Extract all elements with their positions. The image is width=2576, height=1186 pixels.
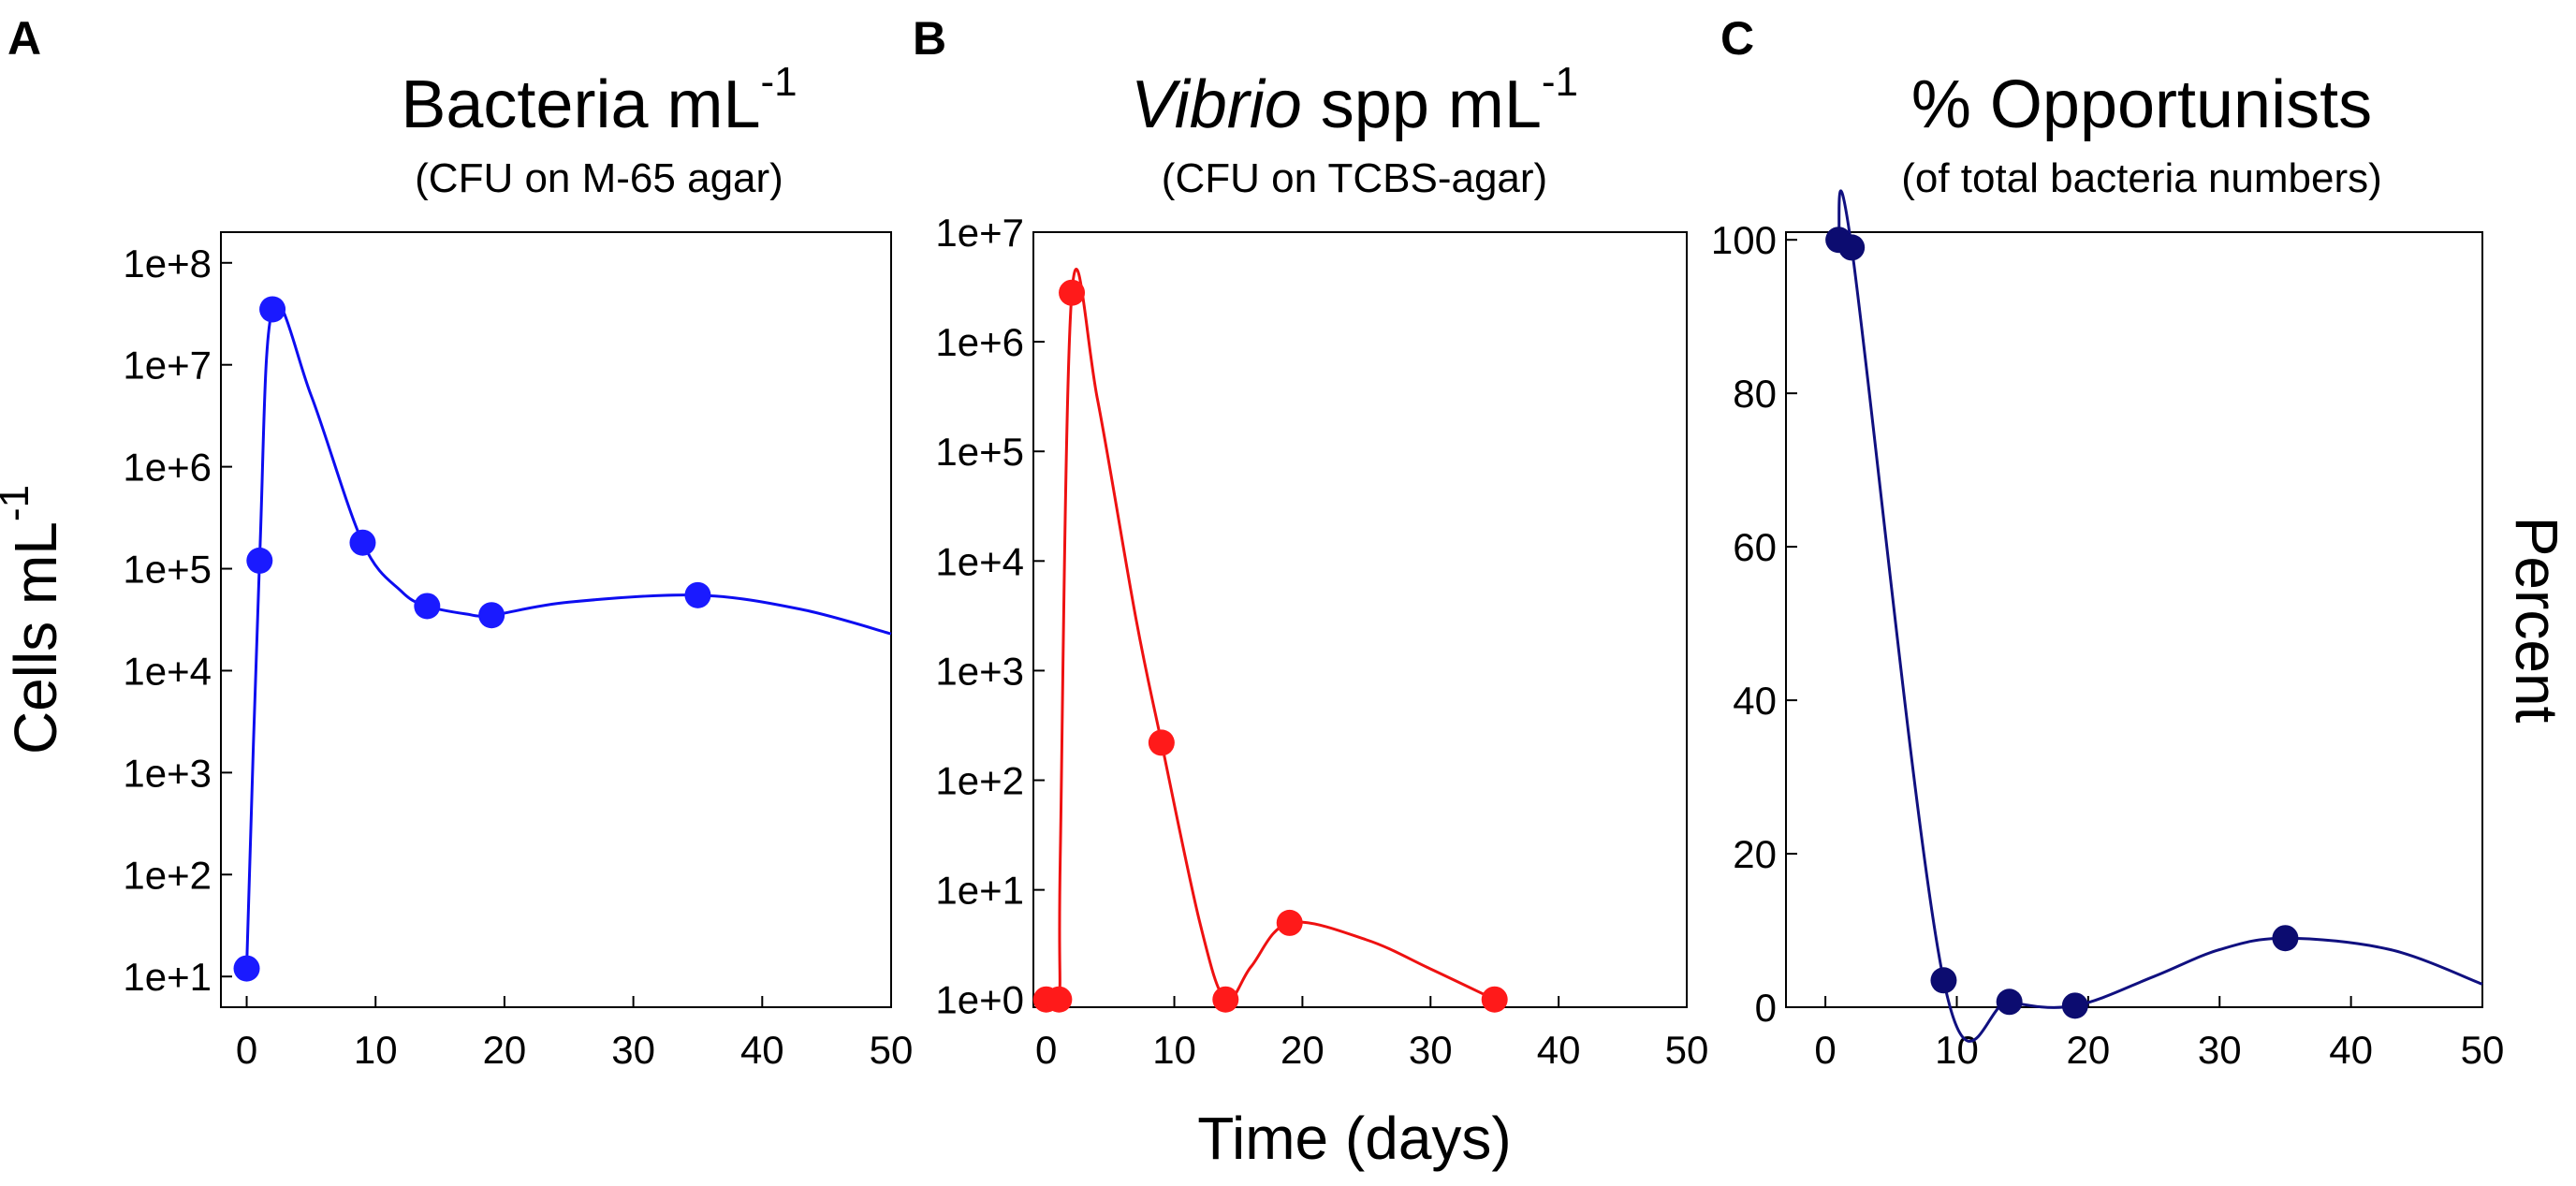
panel-a-ylabel: Cells mL-1: [0, 485, 69, 754]
panel-b-data-point: [1481, 986, 1508, 1013]
panel-b-title: Vibrio spp mL-1: [1131, 59, 1578, 142]
panel-b-xtick-label: 0: [1035, 1028, 1057, 1072]
panel-c-data-point: [2061, 992, 2088, 1019]
panel-a-xtick-label: 0: [236, 1028, 257, 1072]
panel-b-ytick-label: 1e+7: [935, 211, 1024, 255]
panel-b-data-point: [1276, 909, 1303, 936]
panel-a-data-point: [246, 547, 273, 574]
panel-a-data-point: [349, 529, 376, 556]
panel-b-data-point: [1059, 279, 1086, 306]
panel-b-ytick-label: 1e+5: [935, 430, 1024, 474]
panel-a-title: Bacteria mL-1: [401, 59, 797, 142]
panel-c-data-point: [1838, 234, 1866, 261]
panel-b-y-axis: 1e+0 1e+1 1e+2 1e+3 1e+4 1e+5 1e+6 1e+7: [935, 211, 1045, 1022]
panel-c-series: [1825, 189, 2483, 1043]
panel-c-data-point: [2272, 925, 2299, 952]
panel-a-series-line: [245, 301, 892, 969]
panel-a-data-point: [684, 581, 711, 608]
panel-b-subtitle: (CFU on TCBS-agar): [1162, 155, 1547, 201]
panel-b-data-point: [1046, 986, 1073, 1013]
panel-a-series: [233, 296, 892, 982]
panel-b-ytick-label: 1e+4: [935, 539, 1024, 583]
panel-a-data-point: [233, 955, 260, 982]
panel-b-xtick-label: 40: [1537, 1028, 1581, 1072]
panel-a-ytick-label: 1e+5: [123, 548, 212, 592]
panel-b-data-point: [1212, 986, 1239, 1013]
panel-c-x-axis: 0 10 20 30 40 50: [1814, 996, 2504, 1072]
panel-b-ytick-label: 1e+6: [935, 320, 1024, 364]
panel-a-x-axis: 0 10 20 30 40 50: [236, 996, 914, 1072]
panel-b-ytick-label: 1e+3: [935, 649, 1024, 693]
panel-c-xtick-label: 30: [2198, 1028, 2242, 1072]
panel-c-ytick-label: 100: [1711, 218, 1777, 262]
panel-c-xtick-label: 20: [2067, 1028, 2111, 1072]
panel-a-plot-frame: [220, 231, 892, 1008]
panel-c-data-point: [1996, 988, 2023, 1016]
panel-c-title: % Opportunists: [1911, 67, 2372, 142]
panel-c-xtick-label: 0: [1814, 1028, 1836, 1072]
shared-x-axis-label: Time (days): [1197, 1105, 1511, 1172]
panel-b-xtick-label: 50: [1665, 1028, 1709, 1072]
panel-c-letter: C: [1720, 12, 1754, 65]
panel-a-ytick-label: 1e+1: [123, 955, 212, 999]
panel-c-ytick-label: 40: [1733, 679, 1777, 723]
panel-b-series-line: [1045, 268, 1496, 1012]
panel-a-title-text: Bacteria mL: [401, 67, 760, 142]
panel-a-ylabel-text: Cells mL: [2, 521, 69, 754]
panel-c: C % Opportunists (of total bacteria numb…: [1711, 12, 2570, 1072]
panel-a-letter: A: [7, 12, 41, 65]
panel-a-title-superscript: -1: [761, 59, 798, 105]
panel-b-title-superscript: -1: [1542, 59, 1578, 105]
panel-a: A Bacteria mL-1 (CFU on M-65 agar) Cells…: [0, 12, 913, 1072]
panel-b-xtick-label: 20: [1281, 1028, 1325, 1072]
panel-c-xtick-label: 50: [2461, 1028, 2505, 1072]
panel-a-xtick-label: 10: [354, 1028, 398, 1072]
panel-b-xtick-label: 30: [1409, 1028, 1453, 1072]
panel-b: B Vibrio spp mL-1 (CFU on TCBS-agar) 1e+…: [913, 12, 1708, 1072]
panel-b-letter: B: [913, 12, 946, 65]
panel-b-title-italic: Vibrio: [1131, 67, 1302, 142]
panel-a-xtick-label: 40: [740, 1028, 784, 1072]
panel-b-ytick-label: 1e+2: [935, 759, 1024, 803]
panel-a-y-axis: 1e+1 1e+2 1e+3 1e+4 1e+5 1e+6 1e+7 1e+8: [123, 242, 232, 999]
panel-c-ytick-label: 0: [1755, 986, 1777, 1030]
panel-a-ytick-label: 1e+6: [123, 446, 212, 490]
panel-c-xtick-label: 10: [1935, 1028, 1979, 1072]
panel-c-ytick-label: 60: [1733, 525, 1777, 569]
panel-c-ytick-label: 80: [1733, 372, 1777, 416]
panel-a-subtitle: (CFU on M-65 agar): [415, 155, 783, 201]
panel-c-y-axis: 0 20 40 60 80 100: [1711, 218, 1797, 1030]
panel-c-plot-frame: [1785, 231, 2483, 1008]
panel-b-ytick-label: 1e+0: [935, 978, 1024, 1022]
panel-b-data-point: [1148, 729, 1175, 756]
panel-c-subtitle: (of total bacteria numbers): [1901, 155, 2382, 201]
panel-c-ylabel: Percent: [2503, 517, 2570, 724]
panel-b-series: [1032, 268, 1508, 1013]
panel-c-series-line: [1837, 189, 2483, 1043]
panel-a-data-point: [259, 296, 286, 323]
panel-c-ytick-label: 20: [1733, 832, 1777, 876]
panel-a-data-point: [414, 593, 441, 620]
panel-a-data-point: [478, 602, 505, 629]
panel-b-x-axis: 0 10 20 30 40 50: [1035, 996, 1708, 1072]
panel-c-data-point: [1930, 967, 1957, 994]
panel-a-ytick-label: 1e+7: [123, 344, 212, 388]
panel-a-ytick-label: 1e+3: [123, 751, 212, 795]
panel-a-ytick-label: 1e+8: [123, 242, 212, 286]
panel-b-title-text: spp mL: [1302, 67, 1542, 142]
panel-a-ytick-label: 1e+2: [123, 853, 212, 897]
panel-a-xtick-label: 30: [611, 1028, 655, 1072]
panel-a-ylabel-superscript: -1: [0, 485, 37, 521]
panel-a-xtick-label: 50: [870, 1028, 914, 1072]
panel-a-xtick-label: 20: [483, 1028, 527, 1072]
panel-a-ytick-label: 1e+4: [123, 649, 212, 693]
panel-b-plot-frame: [1032, 231, 1688, 1008]
panel-b-ytick-label: 1e+1: [935, 869, 1024, 913]
panel-b-xtick-label: 10: [1152, 1028, 1196, 1072]
panel-c-xtick-label: 40: [2329, 1028, 2373, 1072]
